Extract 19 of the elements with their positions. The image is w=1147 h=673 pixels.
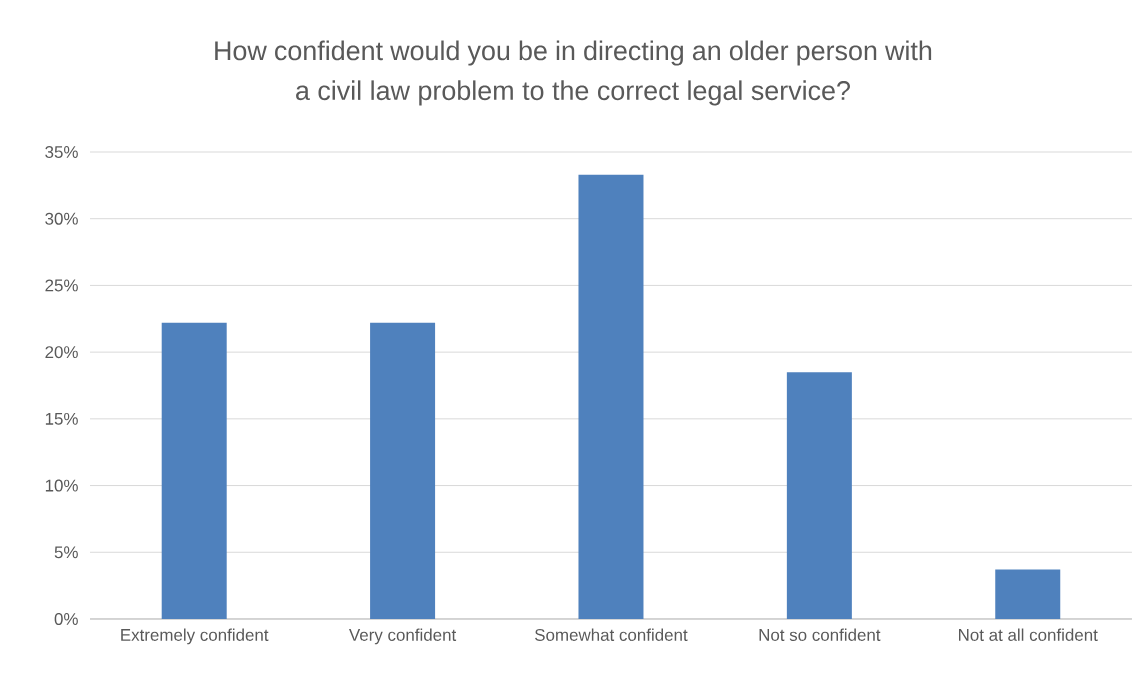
chart-title: How confident would you be in directing an older person with a civil law problem to the correct legal service?	[215, 40, 932, 106]
y-tick-label: 10%	[45, 479, 78, 492]
x-tick-label: Extremely confident	[121, 628, 269, 645]
y-tick-label: 20%	[45, 346, 78, 359]
bar	[161, 322, 227, 619]
x-tick-label: Somewhat confident	[535, 628, 688, 641]
x-tick-label: Not so confident	[759, 628, 881, 641]
y-tick-label: 35%	[45, 145, 78, 158]
x-tick-label: Not at all confident	[959, 628, 1098, 641]
y-tick-label: 25%	[45, 279, 78, 292]
y-tick-label: 15%	[45, 412, 78, 425]
y-tick-label: 0%	[54, 612, 78, 625]
bar	[786, 372, 852, 619]
bar	[995, 569, 1061, 619]
y-tick-label: 5%	[54, 546, 78, 559]
y-tick-label: 30%	[45, 212, 78, 225]
bar	[578, 174, 644, 619]
x-tick-label: Very confident	[349, 628, 457, 645]
bar	[370, 322, 436, 619]
